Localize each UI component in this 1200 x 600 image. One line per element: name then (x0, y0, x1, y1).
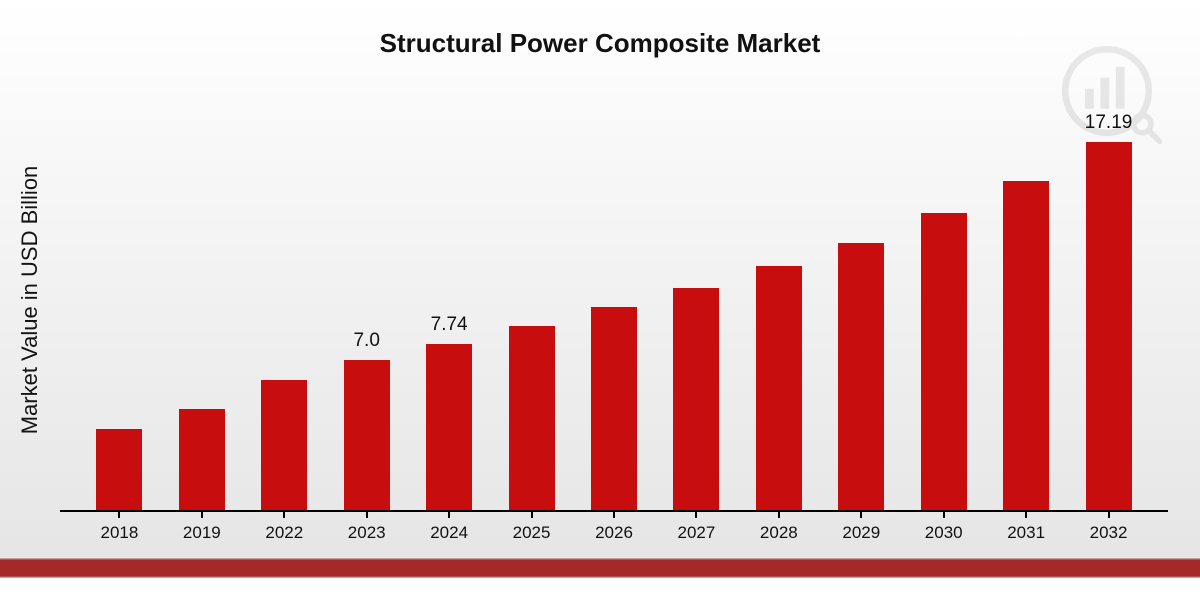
x-axis-tick-label: 2025 (513, 523, 551, 543)
x-axis-tick (201, 510, 203, 518)
x-axis: 2018 2019 2022 2023 2024 2025 2026 2027 2028 2029… (60, 510, 1168, 550)
x-axis-tick (366, 510, 368, 518)
bar (509, 326, 555, 510)
bar (261, 380, 307, 510)
bar (96, 429, 142, 510)
x-axis-tick (613, 510, 615, 518)
x-axis-tick (1108, 510, 1110, 518)
x-axis-tick-label: 2019 (183, 523, 221, 543)
bar-rect (838, 243, 884, 510)
bar-value-label: 7.0 (353, 330, 379, 352)
bar-value-label: 17.19 (1085, 112, 1133, 134)
bar-rect (96, 429, 142, 510)
bar: 17.19 (1086, 142, 1132, 510)
bar-rect (591, 307, 637, 510)
bar (673, 288, 719, 510)
x-axis-tick-label: 2027 (678, 523, 716, 543)
x-axis-tick-label: 2031 (1007, 523, 1045, 543)
x-axis-tick-label: 2028 (760, 523, 798, 543)
bar (179, 409, 225, 510)
footer-stripe (0, 558, 1200, 578)
y-axis-label: Market Value in USD Billion (17, 166, 43, 435)
bar-value-label: 7.74 (431, 314, 468, 336)
bar-rect (426, 344, 472, 510)
bar: 7.74 (426, 344, 472, 510)
x-axis-tick-label: 2029 (842, 523, 880, 543)
chart-page: Structural Power Composite Market Market… (0, 0, 1200, 600)
x-axis-tick (448, 510, 450, 518)
bar (838, 243, 884, 510)
x-axis-tick (943, 510, 945, 518)
bar-rect (344, 360, 390, 510)
bar (1003, 181, 1049, 510)
bar-rect (261, 380, 307, 510)
bar: 7.0 (344, 360, 390, 510)
x-axis-tick-label: 2024 (430, 523, 468, 543)
bar-rect (179, 409, 225, 510)
plot-area: 7.0 7.74 17.19 (60, 110, 1168, 510)
bar-rect (673, 288, 719, 510)
bar-rect (509, 326, 555, 510)
x-axis-tick (778, 510, 780, 518)
bar-rect (1086, 142, 1132, 510)
x-axis-tick-label: 2022 (265, 523, 303, 543)
ylabel-container: Market Value in USD Billion (10, 0, 50, 600)
x-axis-tick-label: 2030 (925, 523, 963, 543)
bars-container: 7.0 7.74 17.19 (60, 110, 1168, 510)
x-axis-tick-label: 2026 (595, 523, 633, 543)
x-axis-tick (860, 510, 862, 518)
x-axis-tick (283, 510, 285, 518)
x-axis-tick (695, 510, 697, 518)
chart-title: Structural Power Composite Market (0, 28, 1200, 59)
bar-rect (1003, 181, 1049, 510)
x-axis-tick (118, 510, 120, 518)
x-axis-tick (531, 510, 533, 518)
bar-rect (756, 266, 802, 510)
x-axis-tick (1025, 510, 1027, 518)
footer-bottom (0, 578, 1200, 600)
bar (591, 307, 637, 510)
bar-rect (921, 213, 967, 510)
x-axis-tick-label: 2023 (348, 523, 386, 543)
x-axis-tick-label: 2018 (101, 523, 139, 543)
x-axis-tick-label: 2032 (1090, 523, 1128, 543)
bar (756, 266, 802, 510)
bar (921, 213, 967, 510)
